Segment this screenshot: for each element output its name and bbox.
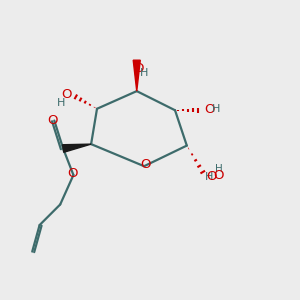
Text: O: O <box>205 103 215 116</box>
Text: O: O <box>61 88 72 100</box>
Text: H: H <box>140 68 148 78</box>
Polygon shape <box>62 144 91 152</box>
Text: O: O <box>133 62 143 75</box>
Text: O: O <box>67 167 77 180</box>
Text: H: H <box>212 104 220 114</box>
Text: H: H <box>57 98 65 108</box>
Text: O: O <box>213 169 224 182</box>
Text: O: O <box>140 158 151 171</box>
Polygon shape <box>133 60 140 91</box>
Text: H: H <box>205 172 213 182</box>
Text: O: O <box>206 170 216 183</box>
Text: O: O <box>48 114 58 127</box>
Text: H: H <box>215 164 223 174</box>
